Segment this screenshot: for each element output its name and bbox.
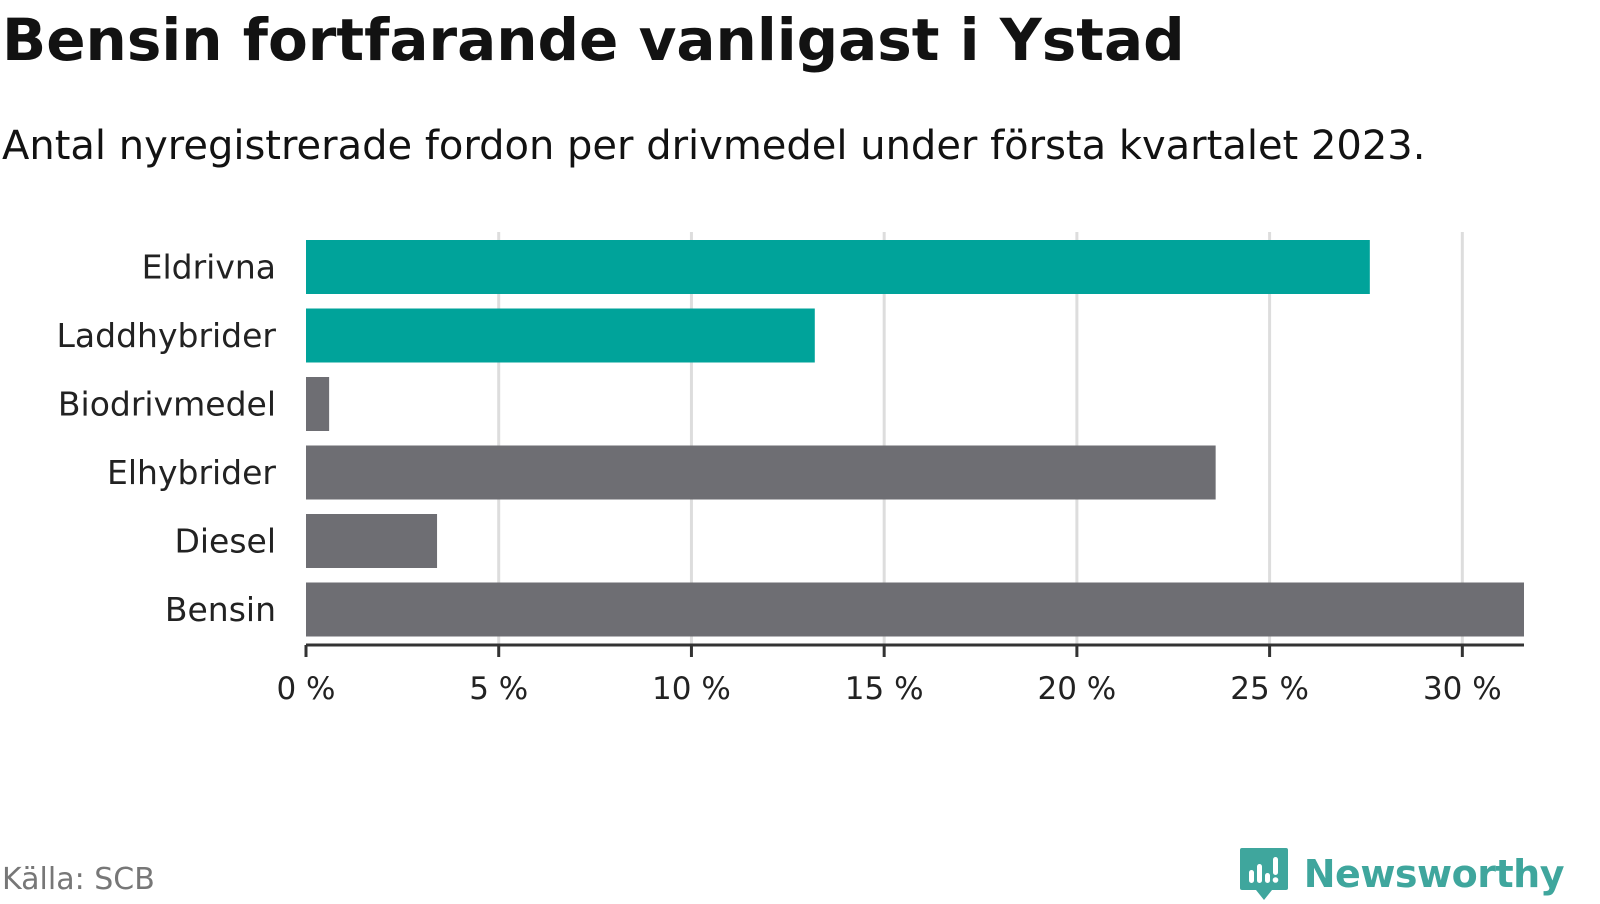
category-label: Elhybrider — [107, 453, 276, 492]
x-tick-label: 0 % — [276, 671, 335, 707]
x-axis: 0 % 5 % 10 % 15 % 20 % 25 % 30 % — [276, 643, 1524, 707]
category-label: Eldrivna — [142, 248, 276, 287]
newsworthy-logo-icon — [1239, 848, 1288, 900]
gridlines — [497, 232, 1464, 645]
category-label: Diesel — [174, 522, 276, 561]
category-label: Laddhybrider — [57, 316, 277, 355]
x-tick-label: 15 % — [845, 671, 924, 707]
x-tick-label: 5 % — [469, 671, 528, 707]
bars — [306, 240, 1524, 637]
brand-name: Newsworthy — [1303, 852, 1565, 896]
source-note: Källa: SCB — [2, 862, 155, 897]
bar-eldrivna — [306, 240, 1370, 294]
category-label: Biodrivmedel — [58, 385, 276, 424]
category-labels: Eldrivna Laddhybrider Biodrivmedel Elhybrid… — [57, 248, 277, 630]
x-tick-label: 10 % — [652, 671, 731, 707]
bar-chart: 0 % 5 % 10 % 15 % 20 % 25 % 30 % Eldrivna Laddh… — [57, 232, 1524, 707]
bar-biodrivmedel — [306, 377, 330, 431]
chart-subtitle: Antal nyregistrerade fordon per drivmede… — [2, 123, 1426, 169]
bar-laddhybrider — [306, 308, 815, 363]
chart-title: Bensin fortfarande vanligast i Ystad — [2, 6, 1185, 74]
bar-diesel — [306, 514, 438, 568]
bar-elhybrider — [306, 445, 1216, 500]
x-tick-label: 30 % — [1423, 671, 1502, 707]
category-label: Bensin — [165, 590, 276, 629]
x-tick-label: 20 % — [1038, 671, 1117, 707]
x-tick-label: 25 % — [1230, 671, 1309, 707]
brand-logo[interactable]: Newsworthy — [1238, 844, 1565, 904]
bar-bensin — [306, 582, 1524, 637]
